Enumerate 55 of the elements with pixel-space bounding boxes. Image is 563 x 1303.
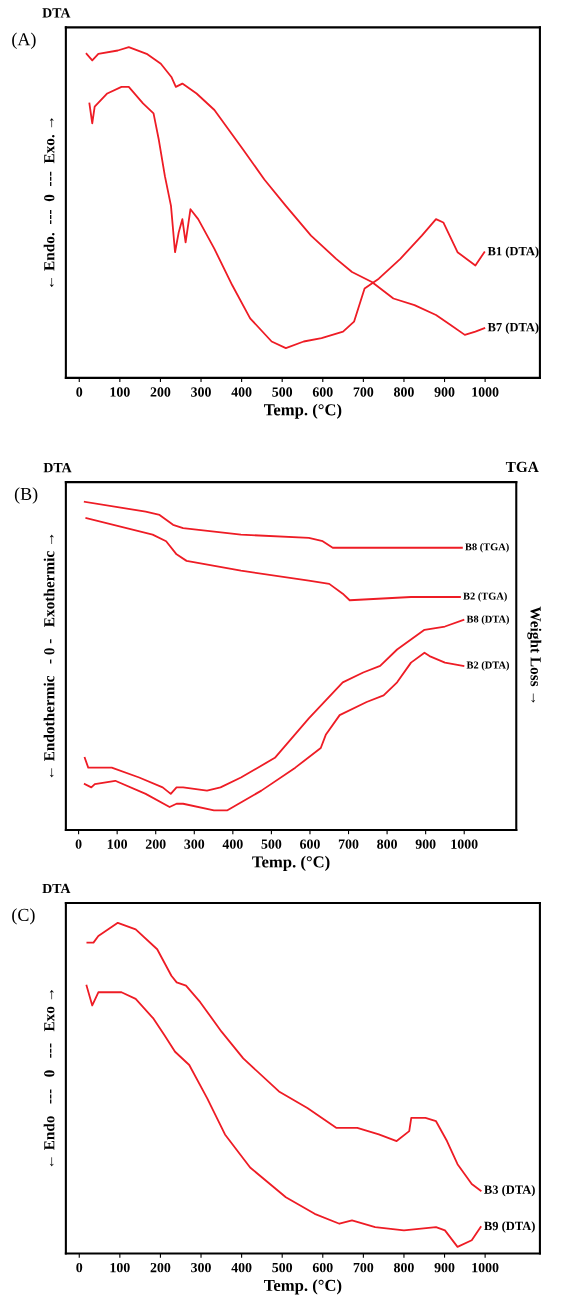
series-label: B2 (DTA) xyxy=(466,661,509,671)
x-tick-label: 600 xyxy=(312,1262,333,1273)
x-tick-label: 1000 xyxy=(472,387,499,397)
x-tick-label: 700 xyxy=(353,387,374,397)
chart-title: (A) xyxy=(12,32,36,49)
x-tick-label: 600 xyxy=(300,839,320,849)
x-tick-label: 800 xyxy=(394,387,414,397)
x-tick-label: 300 xyxy=(191,1262,211,1273)
x-axis-title: Temp. (°C) xyxy=(264,1279,342,1295)
series-label: B1 (DTA) xyxy=(487,246,539,258)
x-tick-label: 0 xyxy=(76,387,83,397)
x-tick-label: 200 xyxy=(150,1262,171,1273)
x-tick-label: 200 xyxy=(145,839,166,849)
x-tick-label: 0 xyxy=(76,1262,83,1273)
x-tick-label: 800 xyxy=(394,1262,414,1273)
x-tick-label: 400 xyxy=(222,839,243,849)
series-label: B3 (DTA) xyxy=(484,1184,535,1197)
series-label: B8 (DTA) xyxy=(466,615,509,625)
series-label: B9 (DTA) xyxy=(484,1221,535,1233)
x-axis-title: Temp. (°C) xyxy=(252,855,330,871)
x-tick-label: 1000 xyxy=(451,839,478,849)
series-label: B7 (DTA) xyxy=(487,322,539,334)
x-tick-label: 500 xyxy=(261,839,282,849)
x-tick-label: 1000 xyxy=(472,1262,499,1273)
x-tick-label: 700 xyxy=(353,1262,374,1273)
x-tick-label: 500 xyxy=(272,1262,293,1273)
x-tick-label: 900 xyxy=(434,387,455,397)
x-tick-label: 200 xyxy=(150,387,171,397)
x-tick-label: 500 xyxy=(272,387,293,397)
y2-axis-title: Weight Loss → xyxy=(527,606,542,703)
x-tick-label: 100 xyxy=(107,839,128,849)
x-tick-label: 300 xyxy=(184,839,205,849)
chart-title: (B) xyxy=(14,487,38,504)
x-tick-label: 100 xyxy=(110,387,130,397)
text: DTA xyxy=(42,8,71,18)
x-tick-label: 600 xyxy=(312,387,333,397)
y-axis-title: ← Endothermic - 0 - Exothermic → xyxy=(43,534,55,778)
series-label: B8 (TGA) xyxy=(465,543,509,553)
y-axis-title: ← Endo --- 0 --- Exo → xyxy=(43,990,55,1167)
y-axis-title: ← Endo. --- 0 --- Exo. → xyxy=(43,118,55,287)
x-tick-label: 800 xyxy=(377,839,397,849)
x-tick-label: 700 xyxy=(338,839,359,849)
x-tick-label: 900 xyxy=(434,1262,455,1273)
x-tick-label: 0 xyxy=(75,839,82,849)
text: DTA xyxy=(42,883,71,894)
chart-title: (C) xyxy=(12,908,35,925)
x-axis-title: Temp. (°C) xyxy=(264,403,342,419)
x-tick-label: 900 xyxy=(415,839,436,849)
x-tick-label: 400 xyxy=(231,387,252,397)
text: TGA xyxy=(505,461,539,473)
series-label: B2 (TGA) xyxy=(463,592,507,602)
x-tick-label: 100 xyxy=(110,1262,130,1273)
text: DTA xyxy=(43,463,72,473)
x-tick-label: 400 xyxy=(231,1262,252,1273)
x-tick-label: 300 xyxy=(191,387,211,397)
